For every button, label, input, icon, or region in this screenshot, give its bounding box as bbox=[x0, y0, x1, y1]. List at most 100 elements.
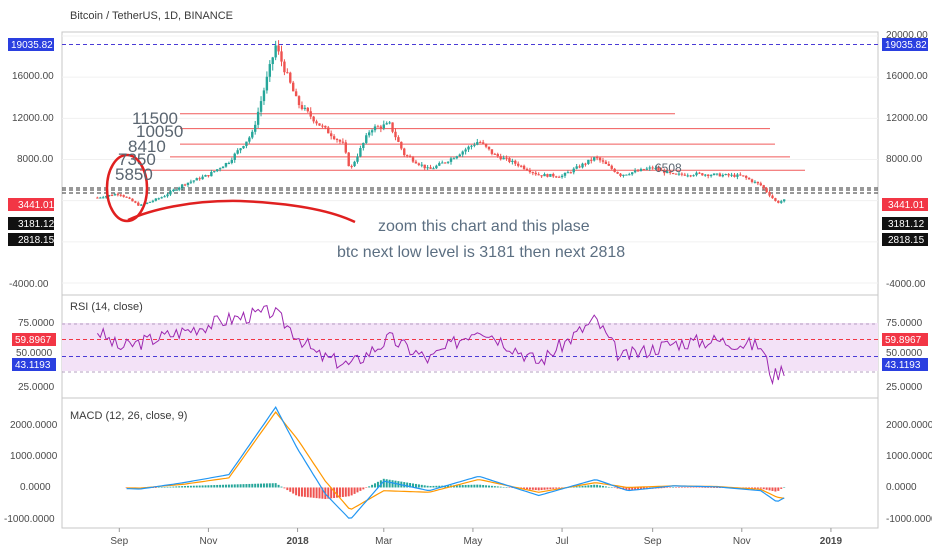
candle-body bbox=[104, 196, 108, 198]
candle-body bbox=[578, 166, 581, 168]
macd-hist-bar bbox=[265, 483, 268, 488]
macd-hist-bar bbox=[432, 485, 435, 488]
candle-body bbox=[677, 173, 681, 175]
price-tick-left-neg4000: -4000.00 bbox=[9, 279, 49, 290]
candle-body bbox=[186, 182, 190, 185]
tag-bg-3441-right bbox=[882, 198, 928, 211]
candle-body bbox=[312, 116, 315, 122]
macd-hist-bar bbox=[344, 487, 347, 497]
candle-body bbox=[753, 181, 757, 183]
price-candles bbox=[96, 40, 786, 206]
macd-hist-bar bbox=[613, 487, 616, 488]
candle-body bbox=[686, 175, 689, 177]
macd-pane[interactable] bbox=[61, 397, 879, 529]
candle-body bbox=[248, 137, 251, 142]
tag-2818-left: 2818.15 bbox=[18, 235, 55, 246]
macd-hist-bar bbox=[540, 487, 543, 491]
candle-body bbox=[549, 173, 552, 177]
candle-body bbox=[154, 198, 158, 201]
candle-body bbox=[300, 105, 304, 109]
macd-hist-bar bbox=[479, 484, 482, 488]
macd-hist-bar bbox=[356, 487, 359, 493]
candle-body bbox=[727, 174, 730, 176]
macd-hist-bar bbox=[748, 487, 751, 489]
candle-body bbox=[557, 176, 561, 178]
candle-body bbox=[613, 168, 616, 172]
candle-body bbox=[563, 172, 567, 176]
candle-body bbox=[782, 199, 786, 202]
candle-body bbox=[376, 126, 380, 128]
candle-body bbox=[429, 167, 432, 169]
candle-body bbox=[683, 174, 687, 176]
macd-tick-2000: 2000.0000 bbox=[886, 420, 932, 431]
candle-body bbox=[756, 181, 760, 184]
tag-3441-left: 3441.01 bbox=[18, 200, 55, 211]
candle-body bbox=[221, 166, 225, 169]
candle-body bbox=[327, 127, 330, 134]
candle-body bbox=[271, 57, 274, 65]
candle-body bbox=[484, 143, 488, 147]
candle-body bbox=[207, 175, 210, 177]
candle-body bbox=[780, 201, 783, 203]
candle-body bbox=[192, 180, 196, 182]
candle-body bbox=[698, 172, 701, 174]
macd-hist-bar bbox=[523, 487, 526, 489]
macd-hist-bar bbox=[371, 484, 374, 488]
candle-body bbox=[663, 170, 666, 174]
macd-hist-bar bbox=[327, 487, 330, 499]
macd-hist-bar bbox=[426, 485, 429, 488]
macd-hist-bar bbox=[558, 487, 561, 489]
candle-body bbox=[706, 174, 710, 177]
candle-body bbox=[519, 165, 523, 167]
candle-body bbox=[125, 196, 128, 198]
candle-body bbox=[324, 125, 327, 128]
macd-hist-bar bbox=[692, 487, 695, 488]
candle-body bbox=[762, 185, 765, 189]
candle-body bbox=[137, 202, 140, 206]
macd-hist-bar bbox=[753, 487, 756, 489]
candle-body bbox=[172, 189, 175, 192]
tag-19035-right: 19035.82 bbox=[885, 40, 927, 51]
macd-hist-bar bbox=[341, 487, 344, 497]
candle-body bbox=[522, 165, 526, 169]
macd-hist-bar bbox=[584, 485, 587, 488]
candle-body bbox=[724, 174, 727, 176]
candle-body bbox=[739, 174, 742, 176]
macd-hist-bar bbox=[616, 487, 619, 489]
candle-body bbox=[601, 160, 605, 162]
candle-body bbox=[403, 148, 406, 156]
candle-body bbox=[452, 158, 456, 160]
candle-body bbox=[481, 142, 485, 144]
grid-layer bbox=[62, 35, 878, 284]
candle-body bbox=[140, 204, 143, 206]
candle-body bbox=[148, 201, 152, 203]
macd-hist-bar bbox=[195, 485, 198, 488]
symbol-title: Bitcoin / TetherUS, 1D, BINANCE bbox=[70, 10, 233, 22]
macd-hist-bar bbox=[639, 487, 642, 490]
macd-hist-bar bbox=[555, 487, 558, 489]
macd-hist-bar bbox=[224, 484, 227, 488]
macd-hist-bar bbox=[689, 487, 692, 488]
macd-hist-bar bbox=[771, 487, 774, 491]
macd-hist-bar bbox=[759, 487, 762, 489]
macd-hist-bar bbox=[677, 487, 680, 488]
candle-body bbox=[251, 131, 254, 138]
macd-hist-bar bbox=[412, 483, 415, 488]
candle-body bbox=[239, 148, 242, 151]
rsi-line bbox=[96, 304, 785, 386]
macd-hist-bar bbox=[312, 487, 315, 498]
macd-hist-bar bbox=[765, 487, 768, 490]
time-label: Mar bbox=[375, 536, 393, 547]
candle-body bbox=[253, 124, 257, 132]
candle-body bbox=[572, 168, 575, 173]
candle-body bbox=[341, 141, 345, 143]
candle-body bbox=[99, 197, 102, 199]
candle-body bbox=[771, 195, 774, 199]
candle-body bbox=[294, 91, 298, 97]
tag-2818-right: 2818.15 bbox=[888, 235, 925, 246]
candle-body bbox=[318, 123, 321, 126]
macd-hist-bar bbox=[175, 486, 178, 488]
candle-body bbox=[680, 173, 684, 175]
rsi-tick-left-25: 25.0000 bbox=[18, 382, 55, 393]
candle-body bbox=[411, 157, 415, 162]
